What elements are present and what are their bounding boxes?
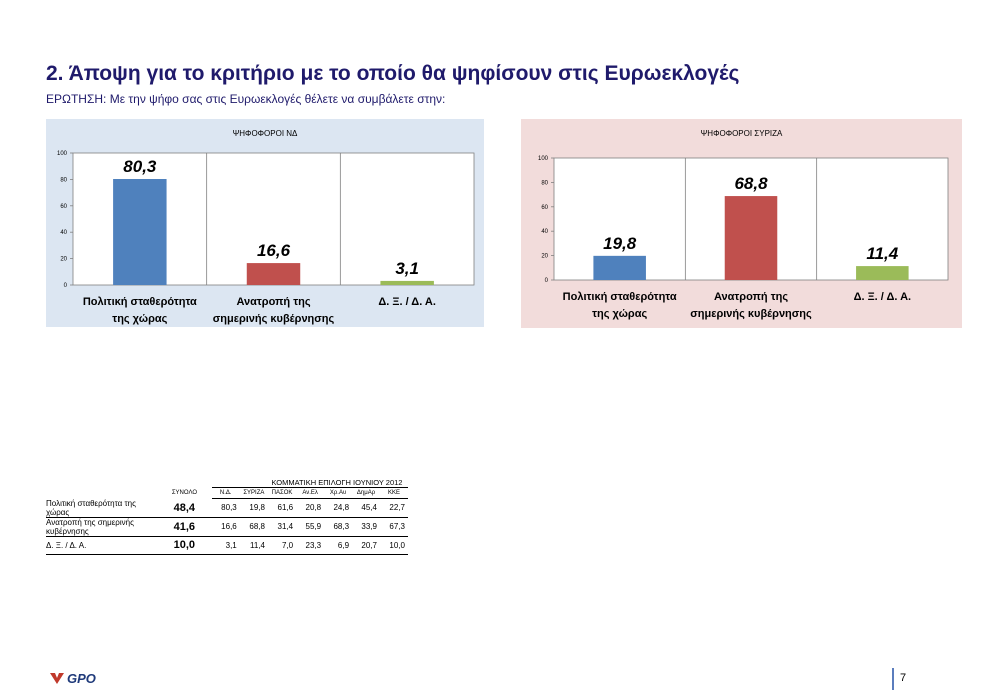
category-label: της χώρας [112, 313, 167, 325]
table-header-col: ΣΥΡΙΖΑ [239, 487, 268, 499]
y-tick-label: 100 [538, 156, 549, 162]
table-header-blank [46, 488, 160, 499]
row-value: 19,8 [239, 498, 268, 518]
y-tick-label: 60 [60, 204, 67, 210]
table-header-col: ΠΑΣΟΚ [267, 487, 297, 499]
chart-title: ΨΗΦΟΦΟΡΟΙ ΣΥΡΙΖΑ [701, 129, 783, 138]
table-supertitle: ΚΟΜΜΑΤΙΚΗ ΕΠΙΛΟΓΗ ΙΟΥΝΙΟΥ 2012 [271, 478, 403, 487]
row-value: 23,3 [296, 536, 325, 555]
data-label: 11,4 [866, 244, 898, 263]
row-total: 48,4 [160, 498, 201, 518]
category-label: Ανατροπή της [236, 296, 310, 308]
bar [593, 255, 646, 280]
chart-syriza-voters-svg: ΨΗΦΟΦΟΡΟΙ ΣΥΡΙΖΑ 0 20 40 60 80 100 19,8 Πολιτική… [521, 119, 962, 328]
data-label: 3,1 [395, 259, 419, 278]
row-value: 31,4 [267, 517, 297, 537]
chart-syriza-voters: ΨΗΦΟΦΟΡΟΙ ΣΥΡΙΖΑ 0 20 40 60 80 100 19,8 Πολιτική… [521, 119, 962, 328]
gpo-logo: GPO [50, 671, 96, 685]
row-total: 10,0 [160, 536, 201, 555]
y-tick-label: 60 [541, 205, 548, 211]
row-label: Πολιτική σταθερότητα της χώρας [46, 498, 161, 518]
row-label: Ανατροπή της σημερινής κυβέρνησης [46, 517, 161, 537]
category-label: Πολιτική σταθερότητα [83, 296, 197, 308]
bar [724, 196, 778, 280]
row-value: 61,6 [267, 498, 297, 518]
bar [380, 280, 434, 285]
row-value: 80,3 [211, 498, 240, 518]
data-label: 68,8 [734, 174, 768, 193]
row-value: 68,8 [239, 517, 268, 537]
row-value: 33,9 [352, 517, 380, 537]
results-table: ΣΥΝΟΛΟ Ν.Δ. ΣΥΡΙΖΑ ΠΑΣΟΚ Αν.Ελ Χρ.Αυ Δημ… [46, 487, 408, 555]
table-header-total: ΣΥΝΟΛΟ [171, 490, 197, 496]
y-tick-label: 80 [541, 180, 548, 186]
gpo-logo-mark [50, 673, 64, 684]
gpo-logo-text: GPO [67, 671, 96, 685]
row-value: 24,8 [324, 498, 353, 518]
chart-title: ΨΗΦΟΦΟΡΟΙ ΝΔ [233, 129, 298, 138]
page-number-bar [892, 668, 894, 690]
y-tick-label: 0 [545, 278, 549, 284]
y-tick-label: 80 [60, 177, 67, 183]
row-value: 67,3 [379, 517, 408, 537]
row-value: 22,7 [379, 498, 408, 518]
y-tick-label: 20 [60, 257, 67, 263]
y-tick-label: 40 [541, 229, 548, 235]
y-tick-label: 40 [60, 230, 67, 236]
row-value: 45,4 [352, 498, 380, 518]
chart-nd-voters-svg: ΨΗΦΟΦΟΡΟΙ ΝΔ 0 20 40 60 80 100 80,3 Πολιτική στα… [46, 119, 484, 327]
bar [856, 266, 909, 280]
question-text: ΕΡΩΤΗΣΗ: Με την ψήφο σας στις Ευρωεκλογέ… [46, 92, 446, 106]
y-tick-label: 100 [57, 151, 68, 157]
row-label: Δ. Ξ. / Δ. Α. [46, 536, 161, 555]
bar [113, 179, 167, 285]
chart-nd-voters: ΨΗΦΟΦΟΡΟΙ ΝΔ 0 20 40 60 80 100 80,3 Πολιτική στα… [46, 119, 484, 327]
row-value: 16,6 [211, 517, 240, 537]
data-label: 19,8 [603, 234, 637, 253]
category-label: της χώρας [592, 308, 647, 320]
row-total: 41,6 [160, 517, 201, 537]
table-header-col: ΔημΑρ [352, 487, 380, 499]
row-value: 3,1 [211, 536, 240, 555]
page-title: 2. Άποψη για το κριτήριο με το οποίο θα … [46, 62, 740, 85]
category-label: σημερινής κυβέρνησης [213, 313, 335, 325]
row-value: 11,4 [239, 536, 268, 555]
row-value: 55,9 [296, 517, 325, 537]
category-label: Δ. Ξ. / Δ. Α. [378, 296, 436, 308]
data-label: 80,3 [123, 157, 157, 176]
table-row: Ανατροπή της σημερινής κυβέρνησης 41,6 1… [46, 517, 408, 537]
table-header-col: Ν.Δ. [211, 487, 240, 499]
row-value: 6,9 [324, 536, 353, 555]
table-header-col: ΚΚΕ [379, 487, 408, 499]
table-header-row: ΣΥΝΟΛΟ Ν.Δ. ΣΥΡΙΖΑ ΠΑΣΟΚ Αν.Ελ Χρ.Αυ Δημ… [46, 487, 408, 499]
page-number: 7 [900, 672, 907, 684]
y-tick-label: 0 [64, 283, 68, 289]
category-label: Πολιτική σταθερότητα [563, 291, 677, 303]
table-row: Δ. Ξ. / Δ. Α. 10,0 3,1 11,4 7,0 23,3 6,9… [46, 536, 408, 555]
row-value: 68,3 [324, 517, 353, 537]
row-value: 7,0 [267, 536, 297, 555]
table-header-col: Αν.Ελ [296, 487, 325, 499]
category-label: σημερινής κυβέρνησης [690, 308, 812, 320]
row-value: 20,8 [296, 498, 325, 518]
y-tick-label: 20 [541, 254, 548, 260]
data-label: 16,6 [257, 241, 291, 260]
row-value: 10,0 [379, 536, 408, 555]
table-row: Πολιτική σταθερότητα της χώρας 48,4 80,3… [46, 498, 408, 518]
category-label: Δ. Ξ. / Δ. Α. [854, 291, 912, 303]
row-value: 20,7 [352, 536, 380, 555]
table-header-col: Χρ.Αυ [324, 487, 353, 499]
category-label: Ανατροπή της [714, 291, 788, 303]
bar [246, 263, 301, 285]
